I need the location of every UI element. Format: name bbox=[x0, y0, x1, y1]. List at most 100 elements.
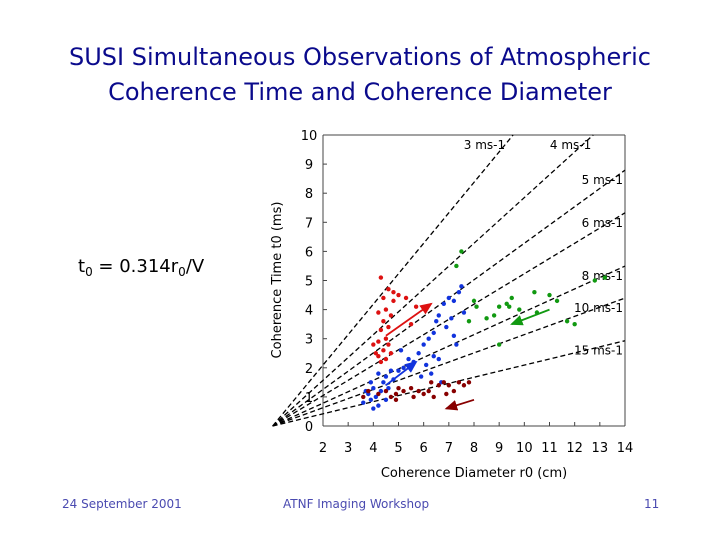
wind-speed-line bbox=[272, 265, 626, 427]
wind-speed-label: 3 ms-1 bbox=[464, 138, 505, 152]
y-axis-label: Coherence Time t0 (ms) bbox=[270, 202, 285, 359]
wind-speed-label: 15 ms-1 bbox=[574, 344, 623, 358]
data-point-blue bbox=[376, 403, 381, 408]
x-tick-label: 9 bbox=[495, 441, 503, 456]
data-point-blue bbox=[429, 371, 434, 376]
wind-speed-line bbox=[272, 340, 626, 427]
data-point-darkred bbox=[383, 388, 389, 394]
data-point-green bbox=[484, 316, 489, 321]
formula-r-subscript: 0 bbox=[178, 265, 186, 279]
data-point-red bbox=[403, 295, 409, 301]
data-point-blue bbox=[361, 400, 366, 405]
wind-speed-label: 5 ms-1 bbox=[582, 173, 623, 187]
data-point-blue bbox=[406, 356, 411, 362]
formula-equals: = 0.314r bbox=[92, 256, 179, 277]
data-point-green bbox=[471, 298, 477, 304]
data-point-darkred bbox=[396, 385, 401, 391]
data-point-green bbox=[496, 304, 502, 309]
data-point-blue bbox=[451, 333, 457, 338]
y-tick-label: 6 bbox=[305, 245, 313, 260]
data-point-blue bbox=[454, 342, 459, 347]
data-point-darkred bbox=[421, 391, 426, 397]
slide-title-line-1: SUSI Simultaneous Observations of Atmosp… bbox=[69, 43, 651, 71]
data-point-blue bbox=[451, 298, 457, 304]
y-tick-label: 9 bbox=[305, 158, 313, 173]
data-point-darkred bbox=[361, 394, 366, 400]
trend-arrow-red bbox=[385, 302, 433, 337]
data-point-blue bbox=[401, 365, 406, 370]
data-point-red bbox=[371, 342, 376, 347]
wind-speed-line bbox=[272, 134, 594, 427]
data-point-green bbox=[532, 289, 537, 295]
data-point-blue bbox=[388, 368, 394, 373]
trend-arrow-blue bbox=[385, 360, 418, 386]
y-tick-label: 8 bbox=[305, 187, 313, 202]
formula: t0 = 0.314r0/V bbox=[78, 256, 204, 279]
data-point-darkred bbox=[461, 383, 467, 388]
data-point-blue bbox=[436, 356, 441, 362]
data-point-blue bbox=[416, 351, 421, 356]
data-point-green bbox=[547, 292, 552, 298]
data-point-red bbox=[386, 287, 391, 292]
data-point-green bbox=[496, 342, 502, 347]
trend-arrow-green bbox=[510, 308, 550, 326]
data-point-darkred bbox=[436, 383, 441, 388]
data-point-red bbox=[386, 324, 391, 330]
data-point-green bbox=[517, 307, 522, 312]
wind-speed-label: 10 ms-1 bbox=[574, 301, 623, 315]
formula-tail: /V bbox=[185, 256, 205, 277]
footer-date: 24 September 2001 bbox=[62, 497, 182, 511]
data-point-darkred bbox=[444, 391, 449, 397]
data-point-red bbox=[408, 321, 414, 327]
data-point-darkred bbox=[376, 391, 381, 397]
data-point-darkred bbox=[456, 380, 462, 385]
data-point-red bbox=[388, 351, 394, 356]
data-point-green bbox=[504, 301, 509, 306]
data-point-darkred bbox=[416, 388, 421, 394]
data-point-red bbox=[413, 304, 419, 309]
data-point-blue bbox=[449, 316, 454, 321]
data-point-red bbox=[383, 336, 389, 341]
data-point-blue bbox=[444, 324, 449, 330]
data-point-darkred bbox=[451, 388, 457, 394]
data-point-darkred bbox=[388, 394, 394, 400]
x-tick-label: 12 bbox=[566, 441, 583, 456]
slide-title: SUSI Simultaneous Observations of Atmosp… bbox=[20, 40, 700, 110]
data-point-blue bbox=[461, 310, 467, 315]
wind-speed-label: 6 ms-1 bbox=[582, 216, 623, 230]
data-point-darkred bbox=[426, 388, 431, 394]
data-point-blue bbox=[378, 388, 384, 394]
data-point-red bbox=[383, 356, 389, 362]
data-point-red bbox=[376, 310, 381, 315]
data-point-blue bbox=[368, 380, 374, 385]
data-point-red bbox=[391, 298, 396, 304]
data-point-red bbox=[381, 319, 386, 324]
data-point-red bbox=[378, 275, 384, 280]
data-point-blue bbox=[373, 394, 379, 400]
data-point-green bbox=[602, 275, 608, 280]
y-tick-label: 2 bbox=[305, 362, 313, 377]
data-point-blue bbox=[426, 336, 431, 341]
data-point-green bbox=[466, 319, 472, 324]
data-point-darkred bbox=[393, 397, 399, 403]
data-point-red bbox=[381, 348, 386, 353]
data-point-darkred bbox=[393, 391, 399, 397]
data-point-red bbox=[373, 351, 379, 356]
data-point-blue bbox=[441, 301, 446, 306]
data-point-green bbox=[509, 295, 514, 301]
data-point-blue bbox=[423, 362, 429, 368]
x-tick-label: 5 bbox=[394, 441, 402, 456]
data-point-darkred bbox=[408, 385, 414, 391]
y-tick-label: 7 bbox=[305, 216, 313, 231]
x-tick-label: 2 bbox=[319, 441, 327, 456]
data-point-darkred bbox=[429, 380, 434, 385]
data-point-darkred bbox=[441, 380, 446, 385]
x-tick-label: 8 bbox=[470, 441, 478, 456]
data-point-darkred bbox=[411, 394, 416, 400]
data-point-red bbox=[378, 359, 384, 365]
data-point-red bbox=[386, 342, 391, 347]
formula-t-subscript: 0 bbox=[85, 265, 93, 279]
data-point-green bbox=[507, 304, 512, 309]
data-point-blue bbox=[381, 380, 386, 385]
